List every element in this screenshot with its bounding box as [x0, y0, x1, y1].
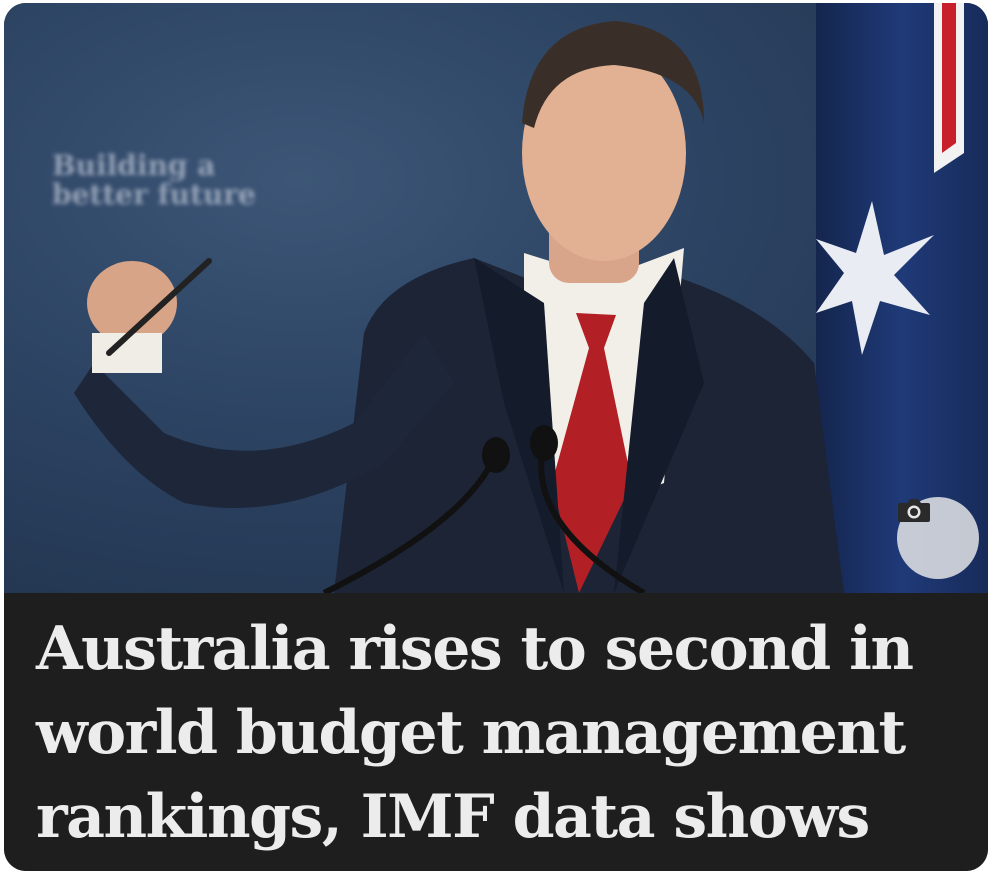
tie [552, 313, 632, 593]
raised-arm [74, 333, 454, 508]
pen [106, 258, 212, 356]
camera-button[interactable] [897, 497, 979, 579]
backdrop-slogan: Building a better future [52, 149, 256, 212]
photo-illustration [74, 3, 988, 593]
camera-icon [898, 499, 930, 522]
head [522, 45, 686, 261]
news-card[interactable]: Building a better future [4, 3, 988, 871]
article-photo: Building a better future [4, 3, 988, 593]
hair [522, 21, 704, 128]
australian-flag [816, 3, 988, 593]
hand [87, 261, 177, 345]
headline-container: Australia rises to second in world budge… [4, 593, 988, 871]
microphones [322, 425, 646, 593]
article-headline[interactable]: Australia rises to second in world budge… [36, 614, 914, 852]
